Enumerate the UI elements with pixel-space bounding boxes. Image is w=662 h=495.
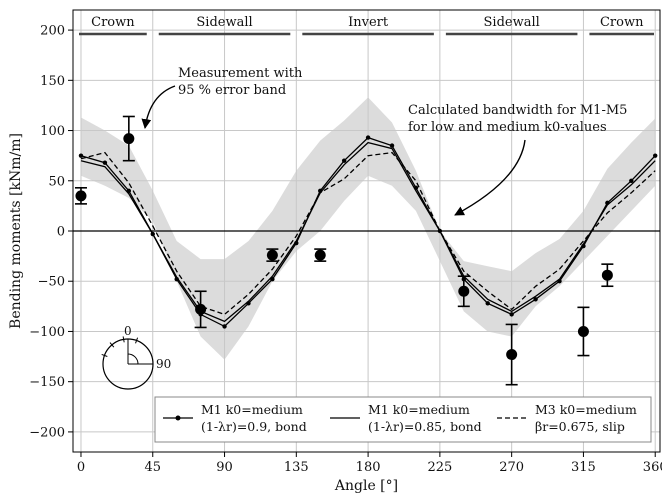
y-tick-label: −100 (29, 325, 65, 340)
region-label: Crown (600, 15, 644, 30)
x-tick-label: 135 (284, 460, 309, 475)
measurement-point (314, 249, 326, 261)
y-tick-label: −150 (29, 375, 65, 390)
y-tick-label: 100 (40, 124, 65, 139)
y-axis-label: Bending moments [kNm/m] (8, 133, 24, 329)
x-tick-label: 315 (571, 460, 596, 475)
x-tick-label: 45 (144, 460, 161, 475)
inset-tick (135, 337, 139, 344)
region-label: Sidewall (484, 15, 540, 30)
series-point (341, 158, 347, 163)
x-tick-label: 360 (643, 460, 662, 475)
legend-label: M3 k0=medium (535, 402, 637, 417)
x-tick-label: 225 (427, 460, 452, 475)
region-label: Invert (348, 15, 389, 30)
inset-tick (109, 342, 115, 348)
y-tick-label: 0 (57, 225, 65, 240)
series-point (533, 297, 538, 302)
legend-label: (1-λr)=0.85, bond (368, 419, 482, 434)
inset-tick (101, 353, 108, 357)
legend-label: M1 k0=medium (201, 402, 303, 417)
series-layer (78, 135, 658, 329)
series-line (80, 141, 656, 323)
measurement-point (75, 190, 87, 202)
legend-label: βr=0.675, slip (535, 419, 625, 434)
series-point (78, 153, 84, 158)
y-tick-label: 200 (40, 24, 65, 39)
legend-swatch-dot (175, 415, 181, 421)
grid-layer (73, 10, 660, 452)
inset-layer: 0 90 (101, 324, 171, 390)
x-tick-label: 270 (499, 460, 524, 475)
axes-layer: 0 45 90 135 180 225 270 315 360 −200 −150 −100 −50 0 5… (8, 9, 662, 494)
annotation-arrow (141, 85, 176, 129)
annotation-measurement: 95 % error band (178, 83, 286, 98)
legend-label: (1-λr)=0.9, bond (201, 419, 307, 434)
series-point (653, 153, 658, 158)
series-point (365, 135, 371, 140)
y-tick-label: 50 (48, 174, 65, 189)
measurement-point (123, 133, 135, 145)
annotation-arrow (454, 139, 526, 216)
region-label: Sidewall (196, 15, 252, 30)
x-tick-label: 180 (356, 460, 381, 475)
measurement-point (195, 303, 207, 315)
inset-arc (127, 353, 139, 365)
annotation-bandwidth: for low and medium k0-values (408, 120, 607, 135)
legend-label: M1 k0=medium (368, 402, 470, 417)
measurement-point (577, 325, 589, 337)
y-tick-label: −50 (38, 275, 65, 290)
y-tick-label: −200 (29, 425, 65, 440)
legend-layer: M1 k0=medium (1-λr)=0.9, bond M1 k0=medium… (154, 396, 652, 443)
measurement-point (458, 285, 470, 297)
series-point (222, 324, 227, 329)
inset-tick (122, 336, 125, 343)
region-label: Crown (91, 15, 135, 30)
x-axis-label: Angle [°] (334, 478, 398, 494)
series-line (80, 151, 656, 316)
x-tick-label: 90 (216, 460, 233, 475)
measurement-point (601, 269, 613, 281)
annotation-bandwidth: Calculated bandwidth for M1-M5 (408, 103, 627, 118)
series-point (102, 160, 108, 165)
series-point (485, 301, 490, 306)
measurement-point (266, 249, 278, 261)
measurements-layer (74, 115, 614, 386)
inset-label-right: 90 (156, 357, 171, 371)
legend-box (154, 396, 652, 443)
series-point (509, 312, 514, 317)
series-point (629, 178, 634, 183)
annotation-measurement: Measurement with (178, 66, 303, 81)
series-point (389, 143, 395, 148)
regions-layer: Crown Sidewall Invert Sidewall Crown (79, 15, 654, 36)
x-tick-label: 0 (77, 460, 85, 475)
annotations-layer: Measurement with 95 % error band Calculate… (141, 66, 627, 216)
inset-label-top: 0 (124, 324, 132, 338)
measurement-point (506, 349, 518, 361)
y-tick-label: 150 (40, 74, 65, 89)
